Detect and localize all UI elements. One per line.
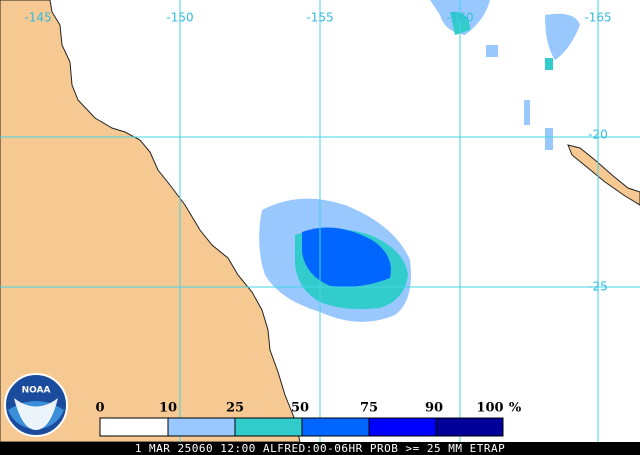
lon-label: -160 [446,11,473,25]
legend-label: 10 [159,401,177,416]
caption-bar [0,442,640,455]
logo-text: NOAA [22,386,51,396]
legend-swatch [99,417,169,437]
land [0,0,301,443]
legend-swatch [368,417,437,437]
graticule [0,0,640,442]
legend-unit: % [509,401,522,416]
legend-label: 100 [476,401,503,416]
lat-label: -20 [588,128,608,142]
lon-label: -145 [24,11,51,25]
caption: 1 MAR 25060 12:00 ALFRED:00-06HR PROB >=… [135,442,505,455]
legend-label: 25 [226,401,244,416]
logo: NOAA [4,373,68,437]
legend-label: 90 [425,401,443,416]
legend: 0 10 25 50 75 90 100 % [95,401,522,437]
lon-label: -165 [584,11,611,25]
precip-area [259,0,580,322]
legend-swatch [234,417,303,437]
lat-label: -25 [588,280,608,294]
legend-swatch [301,417,370,437]
legend-swatch [435,417,504,437]
lon-label: -150 [166,11,193,25]
legend-label: 0 [95,401,104,416]
legend-label: 50 [291,401,309,416]
legend-swatch [167,417,236,437]
lon-label: -155 [306,11,333,25]
land [567,144,640,206]
legend-label: 75 [360,401,378,416]
